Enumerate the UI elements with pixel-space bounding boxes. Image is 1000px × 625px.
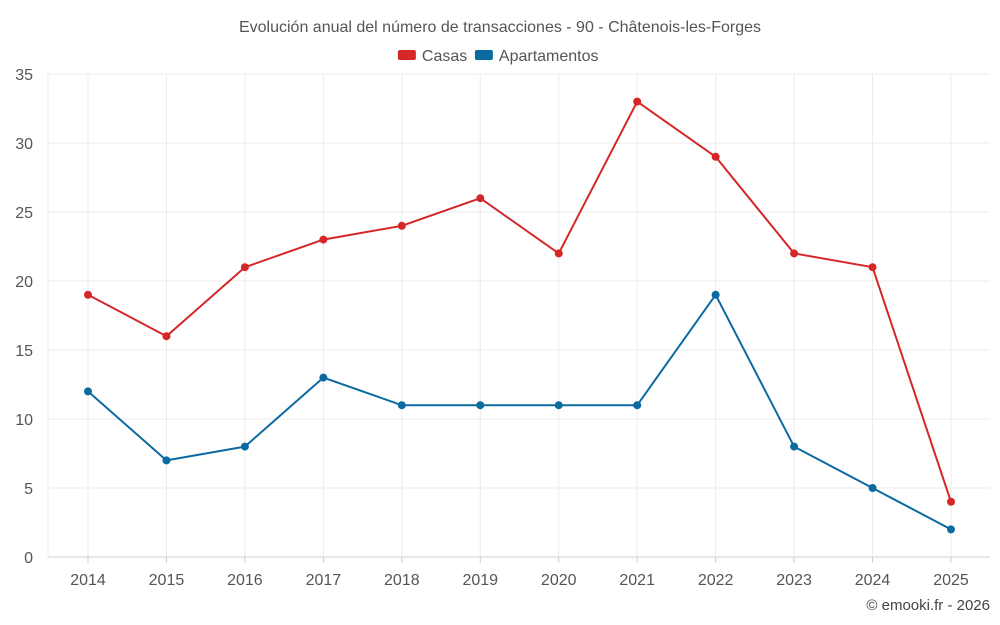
x-tick-label: 2016 <box>227 572 263 589</box>
data-point-apartamentos <box>319 373 328 382</box>
data-point-casas <box>162 332 171 341</box>
chart-title: Evolución anual del número de transaccio… <box>239 19 761 36</box>
x-tick-label: 2024 <box>855 572 891 589</box>
y-tick-label: 10 <box>15 412 33 429</box>
x-tick-label: 2017 <box>306 572 342 589</box>
data-point-apartamentos <box>162 456 171 465</box>
series-line-casas <box>87 100 952 503</box>
x-tick-label: 2019 <box>462 572 498 589</box>
data-point-apartamentos <box>84 387 92 396</box>
series-apartamentos <box>84 290 955 534</box>
data-point-apartamentos <box>711 290 720 299</box>
data-point-casas <box>868 263 877 272</box>
data-point-apartamentos <box>476 401 485 410</box>
data-point-casas <box>84 290 92 299</box>
x-tick-label: 2023 <box>776 572 812 589</box>
data-point-apartamentos <box>790 442 799 451</box>
y-tick-label: 5 <box>24 481 33 498</box>
legend-label-apartamentos: Apartamentos <box>499 48 599 65</box>
series-line-apartamentos <box>87 293 952 531</box>
y-tick-label: 0 <box>24 550 33 567</box>
x-tick-label: 2022 <box>698 572 734 589</box>
x-tick-label: 2021 <box>619 572 655 589</box>
data-point-casas <box>790 249 799 258</box>
data-point-apartamentos <box>633 401 642 410</box>
x-axis-ticks: 2014 2015 2016 2017 2018 2019 2020 2021 2022 2023… <box>70 557 969 589</box>
data-point-apartamentos <box>947 525 955 534</box>
x-tick-label: 2025 <box>933 572 969 589</box>
x-tick-label: 2018 <box>384 572 420 589</box>
legend-item-apartamentos: Apartamentos <box>474 48 599 65</box>
data-point-casas <box>319 235 328 244</box>
data-point-apartamentos <box>397 401 406 410</box>
data-point-apartamentos <box>554 401 563 410</box>
data-point-casas <box>476 194 485 203</box>
data-point-casas <box>711 152 720 161</box>
data-point-casas <box>947 497 955 506</box>
legend-item-casas: Casas <box>397 48 467 65</box>
data-point-casas <box>554 249 563 258</box>
y-tick-label: 35 <box>15 67 33 84</box>
x-tick-label: 2015 <box>149 572 185 589</box>
data-point-casas <box>240 263 249 272</box>
data-point-casas <box>633 97 642 106</box>
x-tick-label: 2014 <box>70 572 106 589</box>
credit-text: © emooki.fr - 2026 <box>866 597 990 614</box>
legend-swatch-apartamentos <box>474 50 493 60</box>
grid <box>47 73 990 558</box>
y-tick-label: 20 <box>15 274 33 291</box>
y-tick-label: 30 <box>15 136 33 153</box>
data-point-apartamentos <box>868 484 877 492</box>
data-point-apartamentos <box>240 442 249 451</box>
data-point-casas <box>397 221 406 230</box>
y-tick-label: 25 <box>15 205 33 222</box>
legend-swatch-casas <box>397 50 416 60</box>
y-tick-label: 15 <box>15 343 33 360</box>
legend: Casas Apartamentos <box>397 48 599 65</box>
legend-label-casas: Casas <box>422 48 467 65</box>
y-axis-ticks: 0 5 10 15 20 25 30 35 <box>15 67 33 567</box>
series <box>84 97 955 534</box>
x-tick-label: 2020 <box>541 572 577 589</box>
series-casas <box>84 97 955 506</box>
